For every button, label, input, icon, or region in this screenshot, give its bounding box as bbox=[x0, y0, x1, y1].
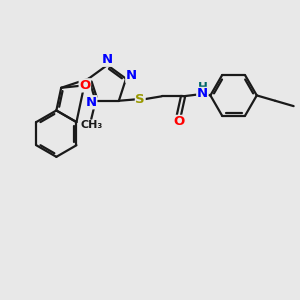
Text: S: S bbox=[135, 93, 145, 106]
Text: O: O bbox=[79, 79, 91, 92]
Text: N: N bbox=[86, 96, 97, 109]
Text: N: N bbox=[102, 53, 113, 66]
Text: N: N bbox=[197, 87, 208, 101]
Text: H: H bbox=[198, 82, 208, 94]
Text: N: N bbox=[126, 69, 137, 82]
Text: O: O bbox=[173, 116, 184, 128]
Text: CH₃: CH₃ bbox=[80, 120, 102, 130]
